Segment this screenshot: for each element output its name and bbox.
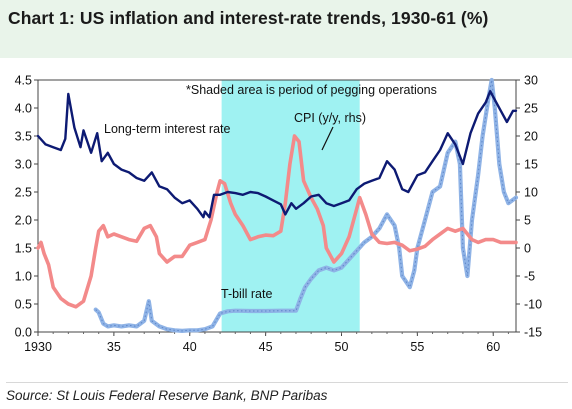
left-axis-tick-label: 0.0 xyxy=(15,326,32,340)
left-axis-tick-label: 0.5 xyxy=(15,298,32,312)
right-axis-tick-label: -15 xyxy=(524,326,542,340)
left-axis-tick-label: 1.0 xyxy=(15,270,32,284)
right-axis-tick-label: -10 xyxy=(524,298,542,312)
plot-frame xyxy=(37,79,517,333)
left-axis-tick-label: 2.0 xyxy=(15,214,32,228)
chart-title: Chart 1: US inflation and interest-rate … xyxy=(8,8,489,28)
source-divider xyxy=(6,382,568,383)
tbill-label: T-bill rate xyxy=(221,287,272,301)
left-axis-tick-label: 4.0 xyxy=(15,102,32,116)
tbill-line-texture xyxy=(95,79,517,332)
x-axis-tick-label: 45 xyxy=(259,340,273,354)
right-axis-tick-label: 25 xyxy=(524,102,538,116)
title-band xyxy=(0,0,572,58)
right-axis-tick-label: 30 xyxy=(524,74,538,88)
left-axis-tick-label: 3.5 xyxy=(15,130,32,144)
left-axis-tick-label: 3.0 xyxy=(15,158,32,172)
right-axis-tick-label: 5 xyxy=(524,214,531,228)
right-axis-tick-label: 0 xyxy=(524,242,531,256)
x-axis-tick-label: 60 xyxy=(486,340,500,354)
right-axis-tick-label: -5 xyxy=(524,270,535,284)
x-axis-tick-label: 50 xyxy=(335,340,349,354)
right-axis-tick-label: 10 xyxy=(524,186,538,200)
cpi-line xyxy=(36,134,518,309)
left-axis-tick-label: 1.5 xyxy=(15,242,32,256)
x-axis-tick-label: 55 xyxy=(410,340,424,354)
long-term-rate-label: Long-term interest rate xyxy=(104,122,230,136)
left-axis-tick-label: 2.5 xyxy=(15,186,32,200)
cpi-label-pointer xyxy=(321,126,334,151)
x-axis-tick-label: 40 xyxy=(183,340,197,354)
right-axis-tick-label: 20 xyxy=(524,130,538,144)
right-axis-tick-label: 15 xyxy=(524,158,538,172)
source-note: Source: St Louis Federal Reserve Bank, B… xyxy=(6,388,328,403)
long-term-rate-line xyxy=(36,90,518,219)
cpi-label: CPI (y/y, rhs) xyxy=(294,111,366,125)
shaded-area-note: *Shaded area is period of pegging operat… xyxy=(186,83,437,97)
left-axis-tick-label: 4.5 xyxy=(15,74,32,88)
x-axis-tick-label: 35 xyxy=(107,340,121,354)
x-axis-tick-label: 1930 xyxy=(24,340,52,354)
